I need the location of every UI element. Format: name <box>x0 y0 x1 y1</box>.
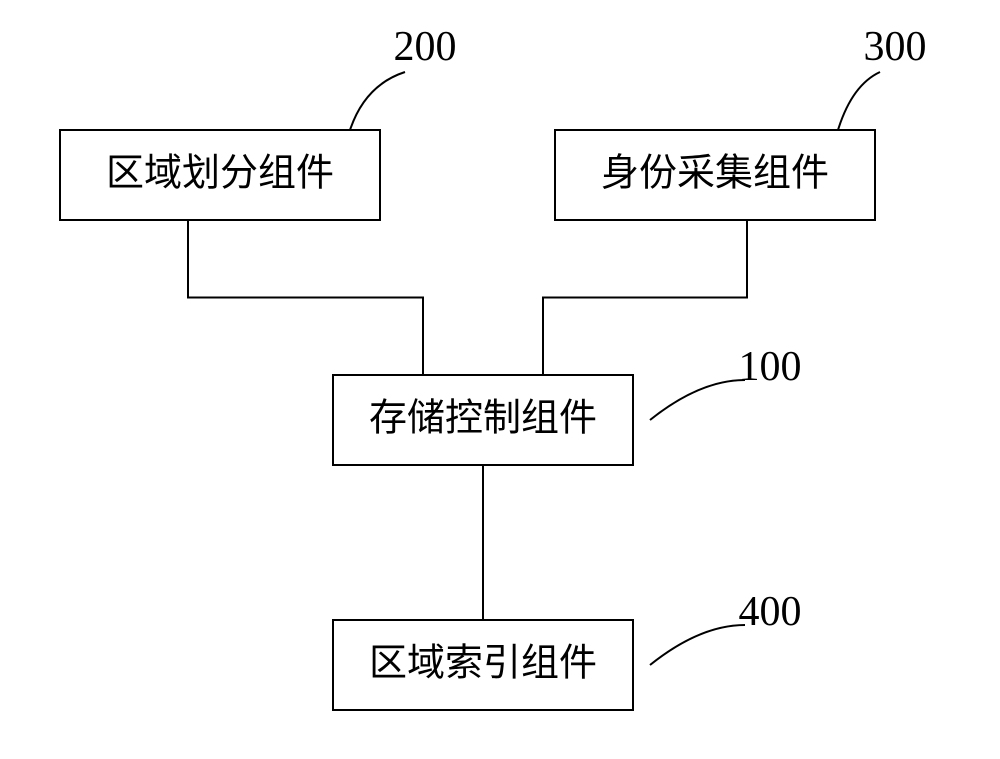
refnum-400: 400 <box>739 589 802 635</box>
leader-300 <box>838 72 880 130</box>
refnum-100: 100 <box>739 344 802 390</box>
leader-100 <box>650 380 745 420</box>
block-100: 存储控制组件 <box>333 375 633 465</box>
block-100-label: 存储控制组件 <box>369 398 597 440</box>
block-300-label: 身份采集组件 <box>601 153 829 195</box>
block-300: 身份采集组件 <box>555 130 875 220</box>
refnum-300: 300 <box>864 24 927 70</box>
leader-400 <box>650 625 745 665</box>
leader-200 <box>350 72 405 130</box>
block-400-label: 区域索引组件 <box>369 643 597 685</box>
edge-b300-b100 <box>543 220 747 375</box>
edge-b200-b100 <box>188 220 423 375</box>
block-diagram: 区域划分组件 身份采集组件存储控制组件区域索引组件 100 200 300 400 <box>0 0 1000 759</box>
block-400: 区域索引组件 <box>333 620 633 710</box>
block-200: 区域划分组件 <box>60 130 380 220</box>
refnum-200: 200 <box>394 24 457 70</box>
block-200-label: 区域划分组件 <box>106 153 334 195</box>
